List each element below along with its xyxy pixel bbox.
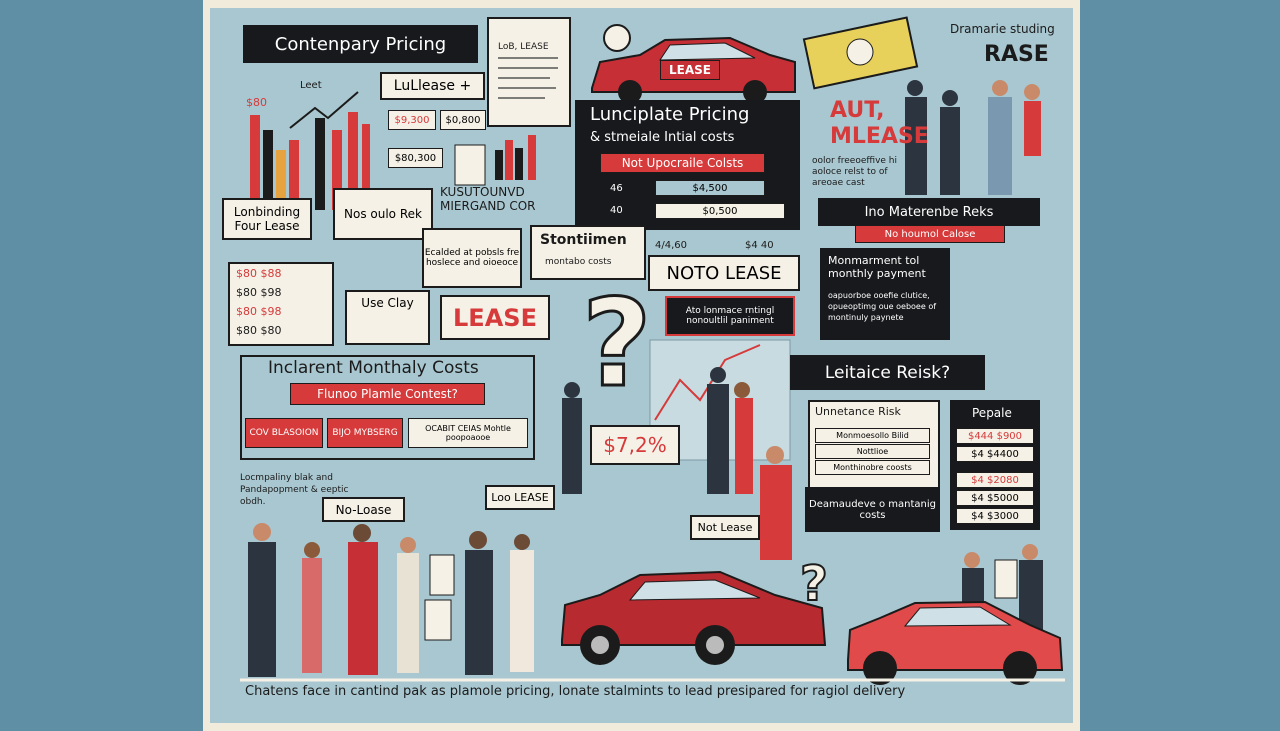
middle-people: [562, 367, 792, 560]
pepale-row: $4 $5000: [956, 490, 1034, 506]
lease-sign: LEASE: [440, 295, 550, 340]
inclarent-button: OCABIT CEIAS Mohtle poopoaooe: [408, 418, 528, 448]
cash-icon: [802, 16, 919, 90]
red-sports-car: [847, 600, 1064, 685]
kus-text: KUSUTOUNVD MIERGAND COR: [440, 185, 536, 213]
stont-sub: montabo costs: [545, 257, 612, 267]
pepale-row: $444 $900: [956, 428, 1034, 444]
document-lines: [498, 57, 558, 99]
unnet-row: Monthinobre coosts: [815, 460, 930, 475]
monmar-title: Monmarment tol monthly payment: [828, 254, 926, 280]
pepale-row: $4 $3000: [956, 508, 1034, 524]
center-row-label: 46: [610, 183, 623, 194]
note-box: Ecalded at pobsls fre hoslece and oioeoc…: [422, 228, 522, 288]
cash-word: RASE: [984, 42, 1049, 67]
deam-box: Deamaudeve o mantanig costs: [805, 487, 940, 532]
question-mark-icon: ?: [800, 556, 828, 612]
price-table-row: $80 $98: [236, 286, 282, 299]
aut-text: oolor freeoeffive hi aoloce relst to of …: [812, 156, 897, 188]
sign: No-Loase: [322, 497, 405, 522]
pepale-row: $4 $4400: [956, 446, 1034, 462]
center-row-value: $4,500: [655, 180, 765, 196]
red-suv: [561, 570, 827, 665]
pepale-row: $4 $2080: [956, 472, 1034, 488]
unnet-row: Nottlioe: [815, 444, 930, 459]
price-table-row: $80 $80: [236, 324, 282, 337]
chart-label: Leet: [300, 80, 322, 91]
inclarent-button: BIJO MYBSERG: [327, 418, 403, 448]
lomp-text: Locmpaliny blak and Pandapopment & eepti…: [240, 473, 349, 507]
sign: Loo LEASE: [485, 485, 555, 510]
bottom-people: [248, 523, 1043, 677]
center-tag: Not Upocraile Colsts: [600, 153, 765, 173]
sign: Not Lease: [690, 515, 760, 540]
rate-sign: $7,2%: [590, 425, 680, 465]
chart-label: $80: [246, 96, 267, 109]
use-clay-box: Use Clay: [345, 290, 430, 345]
price-table-row: $80 $98: [236, 305, 282, 318]
clock-icon: [603, 24, 631, 52]
rek-box: Nos oulo Rek: [333, 188, 433, 240]
monmar-box: [820, 248, 950, 340]
stont-title: Stontiimen: [540, 232, 627, 248]
center-title: Lunciplate Pricing: [590, 104, 750, 125]
document-icon: [487, 17, 571, 127]
leitaice-title: Leitaice Reisk?: [790, 355, 985, 390]
unnet-row: Monmoesollo Bilid: [815, 428, 930, 443]
cash-title: Dramarie studing: [950, 22, 1055, 36]
ino-title: Ino Materenbe Reks: [818, 198, 1040, 226]
dollar-tags: [424, 554, 1018, 641]
price-tag: $80,300: [388, 148, 443, 168]
center-extra: 4/4,60: [655, 240, 687, 251]
inclarent-tag: Flunoo Plamle Contest?: [290, 383, 485, 405]
center-subtitle: & stmeiale Intial costs: [590, 130, 735, 145]
unnet-title: Unnetance Risk: [815, 405, 901, 418]
ino-tag: No houmol Calose: [855, 225, 1005, 243]
ato-box: Ato lonmace rntingl nonoultlil paniment: [665, 296, 795, 336]
noto-sign: NOTO LEASE: [648, 255, 800, 291]
stont-box: [530, 225, 646, 280]
lease-plus: LuLlease +: [393, 78, 472, 94]
business-people: [905, 80, 1041, 195]
caption: Chatens face in cantind pak as plamole p…: [245, 684, 906, 699]
monmar-text: oapuorboe ooefie clutice, opueoptimg oue…: [828, 291, 937, 322]
center-row-value: $0,500: [655, 203, 785, 219]
aut-title: AUT, MLEASE: [830, 98, 929, 149]
center-row-label: 40: [610, 205, 623, 216]
price-table: [228, 262, 334, 346]
question-mark-icon: ?: [582, 275, 652, 414]
bar-chart-illustration: [250, 91, 536, 210]
price-tag: $0,800: [440, 110, 486, 130]
document-label: LoB, LEASE: [498, 42, 549, 52]
price-tag: $9,300: [388, 110, 436, 130]
pepale-title: Pepale: [972, 406, 1012, 420]
inclarent-button: COV BLASOION: [245, 418, 323, 448]
banner-box: Contenpary Pricing: [243, 25, 478, 63]
banner: Contenpary Pricing: [274, 33, 447, 55]
car-sign: LEASE: [660, 60, 720, 80]
inclarent-title: Inclarent Monthaly Costs: [268, 358, 479, 378]
lease-plus-box: LuLlease +: [380, 72, 485, 100]
center-extra: $4 40: [745, 240, 774, 251]
price-table-row: $80 $88: [236, 267, 282, 280]
left-box: Lonbinding Four Lease: [222, 198, 312, 240]
